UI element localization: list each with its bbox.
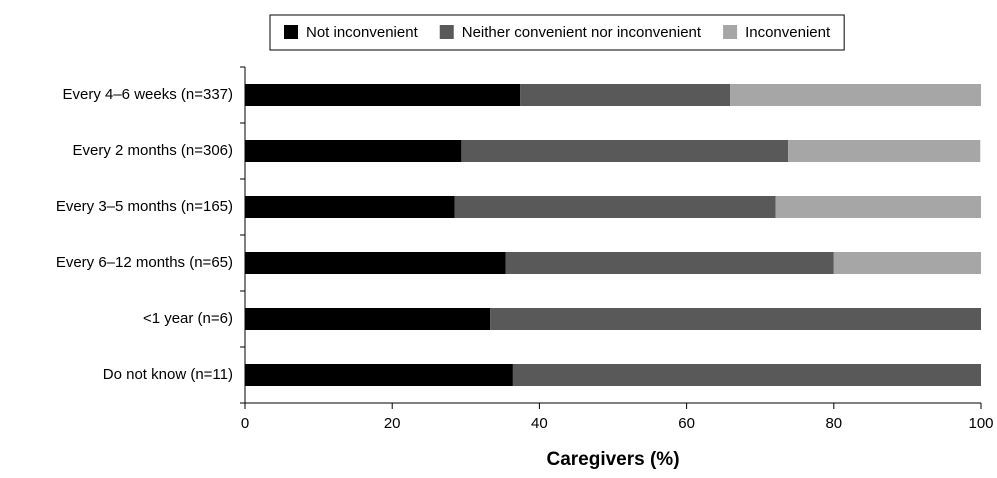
bar-segment: [775, 196, 981, 218]
x-tick-label: 0: [241, 415, 249, 432]
bar-segment: [245, 140, 462, 162]
legend-label: Neither convenient nor inconvenient: [462, 24, 702, 41]
bar-segment: [245, 196, 455, 218]
bar-segment: [245, 308, 491, 330]
y-tick-label: <1 year (n=6): [143, 310, 233, 327]
legend-swatch: [723, 25, 738, 39]
bar-segment: [505, 252, 834, 274]
bar-segment: [245, 252, 506, 274]
y-tick-label: Every 4–6 weeks (n=337): [62, 86, 233, 103]
bar-segment: [461, 140, 789, 162]
legend-box: [269, 14, 845, 51]
bar-segment: [512, 364, 981, 386]
bar-segment: [490, 308, 981, 330]
x-tick-label: 100: [968, 415, 993, 432]
legend-label: Inconvenient: [745, 24, 831, 41]
bar-segment: [245, 364, 513, 386]
bar-segment: [245, 84, 521, 106]
x-tick-label: 60: [678, 415, 695, 432]
y-tick-label: Do not know (n=11): [103, 366, 233, 383]
legend-label: Not inconvenient: [306, 24, 419, 41]
bar-segment: [788, 140, 981, 162]
x-tick-label: 20: [384, 415, 401, 432]
legend-swatch: [284, 25, 298, 39]
bar-segment: [454, 196, 776, 218]
y-tick-label: Every 2 months (n=306): [73, 142, 234, 159]
bar-segment: [833, 252, 981, 274]
x-tick-label: 80: [825, 415, 842, 432]
bar-segment: [520, 84, 731, 106]
x-tick-label: 40: [531, 415, 548, 432]
x-axis-title: Caregivers (%): [546, 449, 679, 470]
y-tick-label: Every 6–12 months (n=65): [56, 254, 233, 271]
legend-swatch: [439, 25, 454, 39]
bar-segment: [730, 84, 981, 106]
y-tick-label: Every 3–5 months (n=165): [56, 198, 233, 215]
